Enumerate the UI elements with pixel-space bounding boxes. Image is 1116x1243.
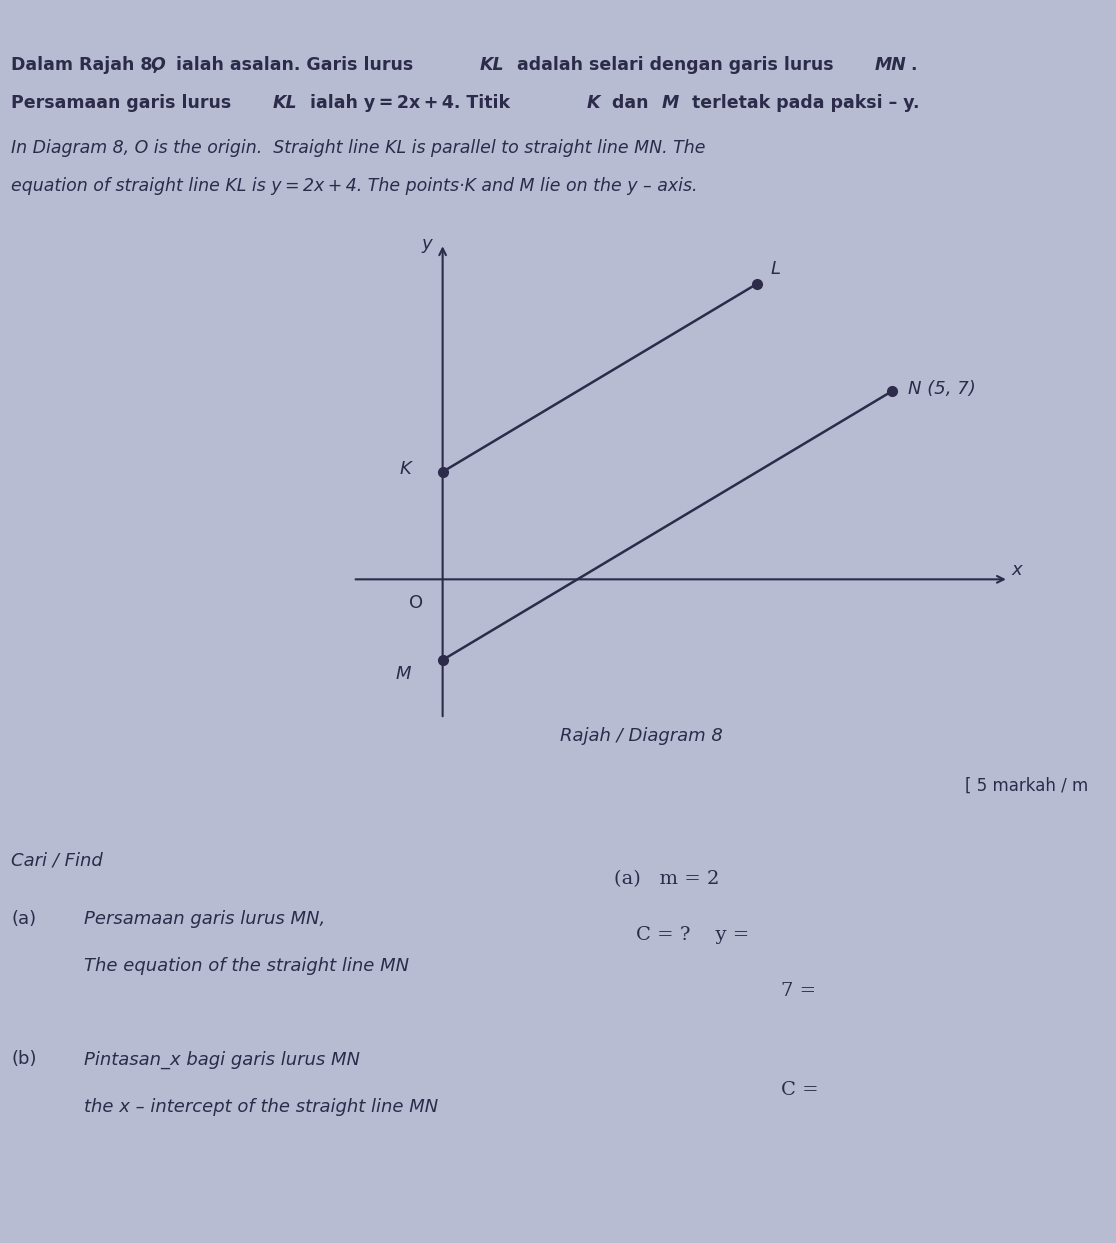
Text: M: M xyxy=(662,94,679,112)
Text: [ 5 markah / m: [ 5 markah / m xyxy=(965,777,1088,794)
Text: Pintasan_x bagi garis lurus MN: Pintasan_x bagi garis lurus MN xyxy=(84,1050,359,1069)
Text: (a): (a) xyxy=(11,910,37,927)
Text: Persamaan garis lurus: Persamaan garis lurus xyxy=(11,94,238,112)
Text: dan: dan xyxy=(606,94,654,112)
Text: (a)   m = 2: (a) m = 2 xyxy=(614,870,719,888)
Text: O: O xyxy=(151,56,165,73)
Text: terletak pada paksi – y.: terletak pada paksi – y. xyxy=(686,94,920,112)
Text: K: K xyxy=(587,94,600,112)
Text: KL: KL xyxy=(480,56,504,73)
Text: KL: KL xyxy=(272,94,297,112)
Text: C = ?    y =: C = ? y = xyxy=(636,926,749,943)
Text: ialah y = 2x + 4. Titik: ialah y = 2x + 4. Titik xyxy=(304,94,516,112)
Text: MN: MN xyxy=(875,56,906,73)
Text: x: x xyxy=(1011,561,1022,579)
Text: K: K xyxy=(400,460,411,479)
Text: (b): (b) xyxy=(11,1050,37,1068)
Text: 7 =: 7 = xyxy=(781,982,816,999)
Text: .: . xyxy=(911,56,917,73)
Text: N (5, 7): N (5, 7) xyxy=(908,379,975,398)
Text: M: M xyxy=(396,665,411,684)
Text: the x – intercept of the straight line MN: the x – intercept of the straight line M… xyxy=(84,1098,437,1115)
Text: L: L xyxy=(771,260,780,278)
Text: y: y xyxy=(421,235,432,254)
Text: Dalam Rajah 8,: Dalam Rajah 8, xyxy=(11,56,165,73)
Text: equation of straight line KL is y = 2x + 4. The points·K and M lie on the y – ax: equation of straight line KL is y = 2x +… xyxy=(11,177,698,194)
Text: Persamaan garis lurus MN,: Persamaan garis lurus MN, xyxy=(84,910,325,927)
Text: adalah selari dengan garis lurus: adalah selari dengan garis lurus xyxy=(511,56,839,73)
Text: C =: C = xyxy=(781,1081,819,1099)
Text: O: O xyxy=(408,594,423,612)
Text: In Diagram 8, O is the origin.  Straight line KL is parallel to straight line MN: In Diagram 8, O is the origin. Straight … xyxy=(11,139,705,157)
Text: Rajah / Diagram 8: Rajah / Diagram 8 xyxy=(560,727,723,745)
Text: Cari / Find: Cari / Find xyxy=(11,851,103,869)
Text: ialah asalan. Garis lurus: ialah asalan. Garis lurus xyxy=(170,56,418,73)
Text: The equation of the straight line MN: The equation of the straight line MN xyxy=(84,957,408,975)
